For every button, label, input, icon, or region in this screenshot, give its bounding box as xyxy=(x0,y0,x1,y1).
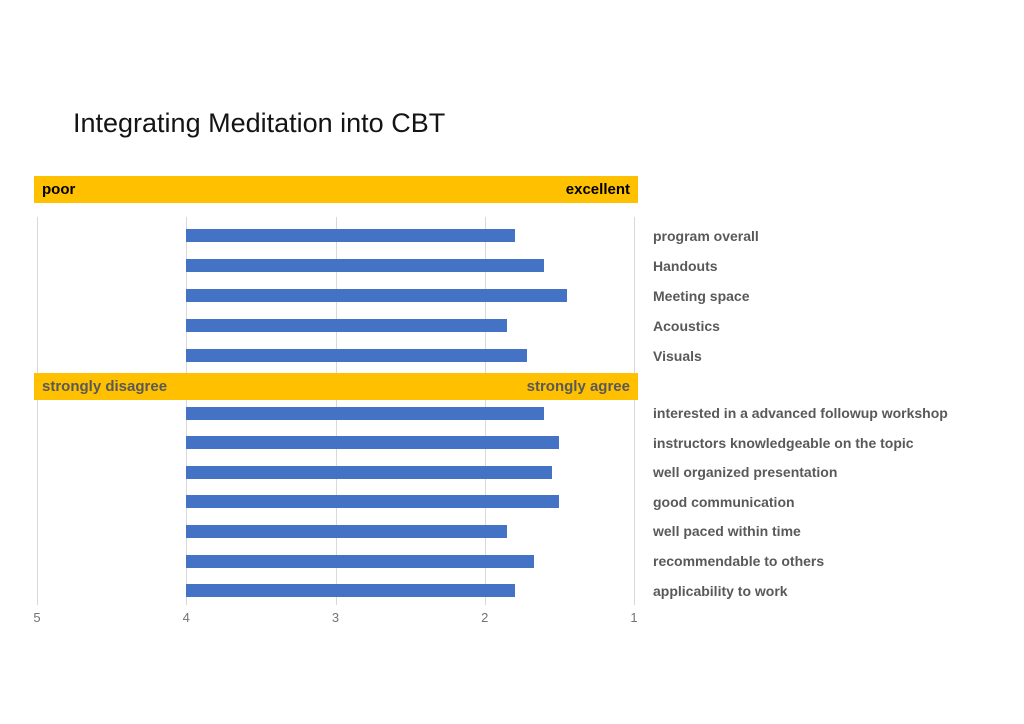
x-axis-tick-label: 2 xyxy=(481,610,489,625)
bar xyxy=(186,524,508,538)
category-label: program overall xyxy=(653,227,759,244)
bar xyxy=(186,289,567,302)
category-label: Visuals xyxy=(653,347,702,364)
scale-banner: strongly disagree strongly agree xyxy=(34,373,638,400)
bar xyxy=(186,495,560,509)
gridline xyxy=(634,217,635,605)
category-label: Meeting space xyxy=(653,287,750,304)
x-axis-tick-label: 4 xyxy=(182,610,190,625)
scale-banner: poor excellent xyxy=(34,176,638,203)
category-label: instructors knowledgeable on the topic xyxy=(653,434,914,451)
bar xyxy=(186,436,560,450)
x-axis-tick-label: 3 xyxy=(331,610,340,625)
bar xyxy=(186,584,515,598)
bar xyxy=(186,465,552,479)
category-label: applicability to work xyxy=(653,582,788,599)
category-label: well paced within time xyxy=(653,523,801,540)
category-label: recommendable to others xyxy=(653,553,825,569)
bar xyxy=(186,259,545,272)
scale-label-low: strongly disagree xyxy=(42,378,168,395)
gridline xyxy=(37,217,38,605)
category-label: interested in a advanced followup worksh… xyxy=(653,405,948,421)
bar xyxy=(186,406,545,420)
category-label: Acoustics xyxy=(653,317,720,334)
category-label: well organized presentation xyxy=(653,464,838,481)
x-axis-tick-label: 5 xyxy=(33,610,41,625)
slide-title: Integrating Meditation into CBT xyxy=(73,108,446,138)
bar xyxy=(186,554,535,568)
bar xyxy=(186,229,515,242)
scale-label-high: strongly agree xyxy=(526,378,630,395)
bar xyxy=(186,349,527,362)
x-axis-tick-label: 1 xyxy=(630,610,638,625)
scale-label-low: poor xyxy=(42,181,76,198)
category-label: Handouts xyxy=(653,257,718,274)
bar xyxy=(186,319,508,332)
scale-label-high: excellent xyxy=(565,181,630,198)
category-label: good communication xyxy=(653,493,795,510)
